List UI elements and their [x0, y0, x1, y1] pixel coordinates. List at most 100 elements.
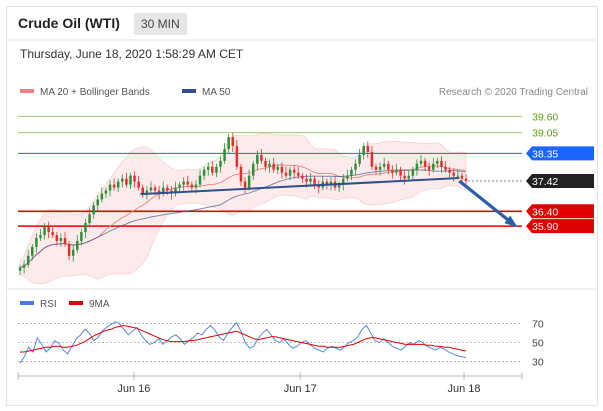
- candle: [452, 172, 455, 176]
- candle: [341, 178, 345, 185]
- candle: [80, 232, 83, 241]
- candle: [235, 146, 239, 167]
- candle: [276, 166, 280, 170]
- x-tick-label: Jun 17: [284, 383, 317, 395]
- candle: [121, 178, 124, 182]
- candle: [35, 238, 38, 247]
- candle: [440, 160, 443, 167]
- candle: [292, 169, 296, 173]
- candle: [26, 255, 30, 265]
- candle: [280, 166, 284, 173]
- candle: [247, 175, 251, 188]
- candle: [288, 169, 292, 176]
- candle: [419, 160, 423, 164]
- candle: [296, 172, 300, 176]
- candle: [206, 166, 210, 170]
- candle: [436, 160, 439, 164]
- level-badge: [526, 146, 594, 161]
- candle: [386, 163, 390, 170]
- level-label: 35.90: [532, 221, 558, 233]
- candle: [366, 146, 370, 152]
- candle: [71, 249, 75, 256]
- level-label: 36.40: [532, 206, 558, 218]
- candle: [350, 169, 353, 176]
- candle: [51, 232, 54, 236]
- candle: [415, 163, 419, 170]
- rsi-tick-label: 30: [532, 356, 544, 368]
- candle: [198, 175, 202, 185]
- candle: [31, 246, 34, 256]
- candle: [84, 223, 87, 233]
- last-price-label: 37.42: [532, 176, 558, 188]
- candle: [362, 146, 365, 155]
- level-badge: [526, 204, 594, 219]
- candle: [325, 181, 329, 185]
- candle: [149, 187, 153, 191]
- candle: [272, 163, 275, 170]
- candle: [145, 190, 149, 194]
- candle: [100, 193, 104, 200]
- candle: [346, 175, 349, 179]
- candle: [112, 184, 116, 188]
- rsi-line: [19, 321, 467, 364]
- candle: [190, 184, 194, 188]
- candle: [407, 175, 410, 179]
- candle: [358, 154, 361, 164]
- level-label: 38.35: [532, 148, 558, 160]
- candle: [63, 238, 67, 244]
- rsi-legend-swatch: [20, 301, 34, 305]
- candle: [444, 166, 447, 170]
- rsi-legend-label: 9MA: [89, 299, 110, 310]
- candle: [219, 160, 222, 167]
- candle: [186, 181, 190, 185]
- legend-swatch: [182, 89, 196, 93]
- candle: [129, 175, 132, 185]
- last-price-badge: [526, 174, 594, 189]
- candle: [161, 187, 165, 194]
- candle: [251, 163, 255, 176]
- candle: [194, 184, 198, 188]
- legend-label: MA 20 + Bollinger Bands: [40, 87, 150, 98]
- candle: [399, 169, 402, 176]
- level-badge: [526, 219, 594, 234]
- chart-title: Crude Oil (WTI): [18, 15, 120, 31]
- candle: [108, 184, 112, 191]
- candle: [182, 181, 185, 185]
- timeframe-badge[interactable]: 30 MIN: [134, 13, 187, 35]
- candle: [301, 175, 304, 179]
- candle: [178, 184, 181, 188]
- candle: [403, 175, 406, 179]
- candle: [202, 169, 206, 176]
- candle: [153, 187, 157, 191]
- chart-frame: [6, 6, 598, 406]
- candle: [92, 205, 95, 215]
- support-trendline: [140, 177, 460, 196]
- legend-label: MA 50: [202, 87, 231, 98]
- candle: [174, 187, 177, 194]
- candle: [309, 178, 312, 182]
- candle: [427, 166, 431, 170]
- candle: [18, 267, 22, 271]
- candle: [59, 238, 63, 241]
- candle: [464, 178, 468, 182]
- chart-datetime: Thursday, June 18, 2020 1:58:29 AM CET: [20, 47, 244, 61]
- candle: [329, 181, 333, 185]
- candle: [239, 166, 243, 182]
- candle: [337, 184, 341, 188]
- candle: [243, 181, 247, 188]
- candle: [88, 214, 91, 224]
- candle: [391, 169, 394, 173]
- candle: [141, 187, 145, 194]
- candle: [423, 160, 427, 167]
- candle: [166, 187, 169, 191]
- candle: [125, 178, 128, 185]
- candle: [264, 160, 267, 167]
- candle: [47, 226, 50, 233]
- candle: [260, 154, 263, 161]
- candle: [76, 240, 79, 250]
- rsi-legend-label: RSI: [40, 299, 57, 310]
- candle: [411, 169, 415, 176]
- candle: [22, 264, 26, 268]
- candle: [67, 243, 71, 256]
